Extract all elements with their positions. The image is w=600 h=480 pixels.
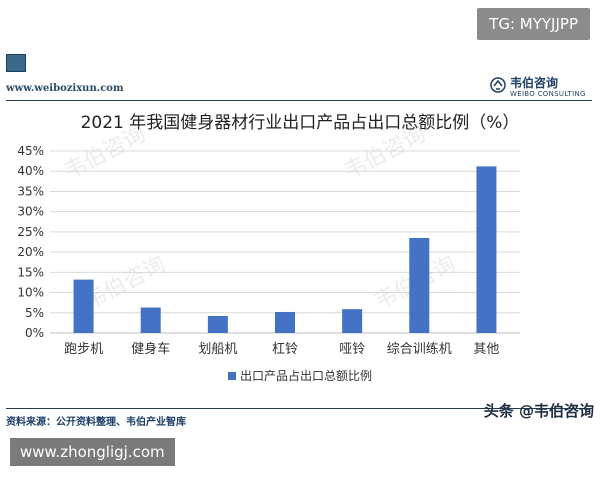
- header-rule: [6, 100, 592, 101]
- legend-label: 出口产品占出口总额比例: [240, 368, 372, 383]
- y-tick-label: 30%: [17, 205, 44, 219]
- y-tick-label: 45%: [17, 144, 44, 158]
- brand-logo: 韦伯咨询 WEIBO CONSULTING: [490, 74, 590, 102]
- chart-title: 2021 年我国健身器材行业出口产品占出口总额比例（%）: [80, 113, 520, 133]
- x-tick-label: 哑铃: [339, 342, 365, 357]
- y-tick-label: 25%: [17, 225, 44, 239]
- x-tick-label: 跑步机: [64, 342, 103, 357]
- y-tick-label: 40%: [17, 164, 44, 178]
- footer-rule: [6, 408, 592, 409]
- channel-badge: TG: MYYJJPP: [477, 8, 590, 40]
- corner-watermark: 头条 @韦伯咨询: [483, 402, 594, 420]
- y-tick-label: 20%: [17, 245, 44, 259]
- bar-chart: 0% 5% 10% 15% 20% 25% 30% 35% 40% 45% 跑步机 健身车 划船机 杠铃 哑…: [17, 144, 520, 383]
- bar-4: [275, 311, 295, 333]
- y-tick-label: 5%: [25, 306, 44, 320]
- x-tick-label: 划船机: [198, 342, 237, 357]
- legend-swatch: [228, 372, 236, 380]
- y-tick-label: 10%: [17, 286, 44, 300]
- x-tick-label: 其他: [473, 342, 499, 357]
- bar-3: [207, 316, 228, 333]
- y-tick-label: 35%: [17, 184, 44, 198]
- bar-1: [73, 279, 94, 333]
- logo-mark-icon: [490, 77, 506, 93]
- y-tick-label: 0%: [25, 326, 44, 340]
- x-tick-label: 综合训练机: [387, 342, 452, 357]
- bar-7: [476, 166, 497, 333]
- bar-5: [342, 309, 363, 333]
- site-url[interactable]: www.weibozixun.com: [6, 83, 124, 94]
- x-tick-label: 杠铃: [272, 341, 298, 357]
- y-tick-label: 15%: [17, 265, 44, 279]
- logo-en-text: WEIBO CONSULTING: [510, 90, 586, 98]
- source-note: 资料来源：公开资料整理、韦伯产业智库: [6, 417, 186, 428]
- logo-cn-text: 韦伯咨询: [510, 76, 559, 90]
- footer-url[interactable]: www.zhongligj.com: [10, 438, 175, 466]
- bar-6: [409, 237, 430, 333]
- header-square-icon: [6, 54, 26, 72]
- bar-2: [140, 307, 161, 333]
- x-tick-label: 健身车: [131, 341, 170, 357]
